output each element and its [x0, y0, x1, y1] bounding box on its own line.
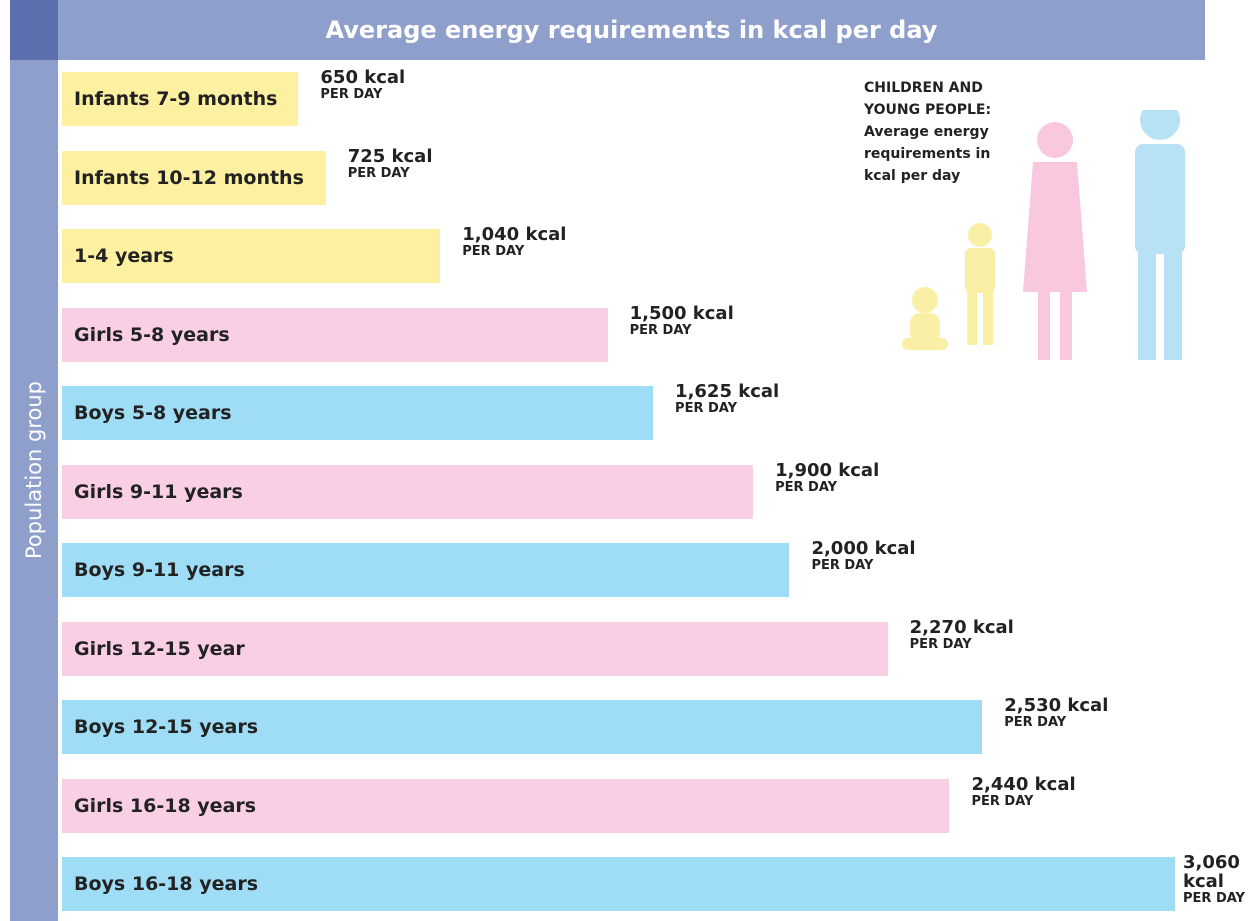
value-label: 2,000 kcal — [811, 539, 915, 558]
value-label-note: PER DAY — [462, 244, 524, 259]
value-label-note: PER DAY — [971, 794, 1033, 809]
value-label: 2,270 kcal — [910, 618, 1014, 637]
value-label-note: PER DAY — [675, 401, 737, 416]
annotation: kcal per day — [864, 168, 960, 184]
value-label: 3,060 kcal — [1183, 853, 1250, 891]
value-label: 1,625 kcal — [675, 382, 779, 401]
annotation: CHILDREN AND — [864, 80, 983, 96]
value-label: 2,440 kcal — [971, 775, 1075, 794]
category-label: 1-4 years — [62, 229, 174, 283]
category-label: Boys 16-18 years — [62, 857, 258, 911]
chart-title: Average energy requirements in kcal per … — [58, 0, 1205, 60]
category-label: Boys 9-11 years — [62, 543, 245, 597]
annotation: Average energy — [864, 124, 989, 140]
value-label: 650 kcal — [320, 68, 405, 87]
value-label-note: PER DAY — [775, 480, 837, 495]
value-label-note: PER DAY — [630, 323, 692, 338]
value-label: 2,530 kcal — [1004, 696, 1108, 715]
value-label-note: PER DAY — [910, 637, 972, 652]
value-label-note: PER DAY — [811, 558, 873, 573]
corner-block — [10, 0, 58, 60]
annotation: YOUNG PEOPLE: — [864, 102, 991, 118]
value-label-note: PER DAY — [348, 166, 410, 181]
category-label: Boys 5-8 years — [62, 386, 232, 440]
value-label-note: PER DAY — [320, 87, 382, 102]
value-label: 1,500 kcal — [630, 304, 734, 323]
y-axis-label: Population group — [22, 381, 46, 559]
category-label: Boys 12-15 years — [62, 700, 258, 754]
value-label: 1,040 kcal — [462, 225, 566, 244]
annotation: requirements in — [864, 146, 990, 162]
value-label: 1,900 kcal — [775, 461, 879, 480]
value-label-note: PER DAY — [1183, 891, 1245, 906]
category-label: Girls 12-15 year — [62, 622, 245, 676]
page: Average energy requirements in kcal per … — [0, 0, 1253, 921]
category-label: Girls 16-18 years — [62, 779, 256, 833]
category-label: Girls 5-8 years — [62, 308, 230, 362]
category-label: Girls 9-11 years — [62, 465, 243, 519]
value-label-note: PER DAY — [1004, 715, 1066, 730]
category-label: Infants 10-12 months — [62, 151, 304, 205]
value-label: 725 kcal — [348, 147, 433, 166]
category-label: Infants 7-9 months — [62, 72, 277, 126]
